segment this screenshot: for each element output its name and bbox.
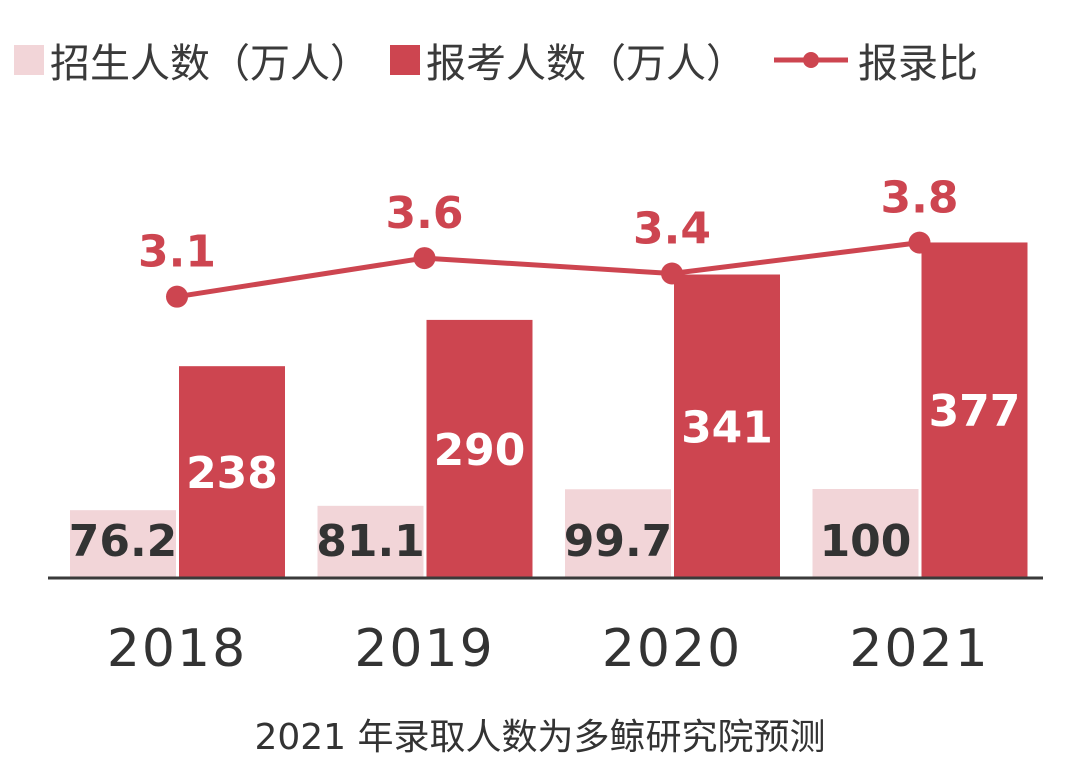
chart-caption: 2021 年录取人数为多鲸研究院预测 <box>254 717 826 758</box>
x-tick-label-2018: 2018 <box>107 619 247 679</box>
enrollment-bar-2020 <box>565 489 671 578</box>
ratio-point-2019 <box>413 247 436 270</box>
enrollment-label-2019: 81.1 <box>316 516 425 567</box>
enrollment-label-2020: 99.7 <box>564 516 673 567</box>
applicants-bar-2020 <box>674 274 780 578</box>
legend-item-applicants: 报考人数（万人） <box>390 31 746 89</box>
ratio-label-2021: 3.8 <box>881 173 959 224</box>
applicants-bar-2021 <box>921 242 1028 578</box>
chart-legend: 招生人数（万人） 报考人数（万人） 报录比 <box>14 31 978 89</box>
enrollment-bar-2021 <box>812 489 919 578</box>
ratio-label-2018: 3.1 <box>138 227 216 278</box>
ratio-point-2020 <box>661 262 683 285</box>
x-tick-label-2019: 2019 <box>354 619 494 679</box>
legend-label-ratio: 报录比 <box>858 41 978 87</box>
enrollment-label-2021: 100 <box>820 516 912 567</box>
ratio-line <box>176 240 920 300</box>
ratio-label-2020: 3.4 <box>633 204 711 255</box>
applicants-label-2020: 341 <box>681 402 773 453</box>
applicants-label-2018: 238 <box>186 448 278 499</box>
ratio-point-2018 <box>166 285 188 308</box>
legend-swatch-enrollment <box>14 45 44 75</box>
applicants-bar-2018 <box>179 366 285 578</box>
legend-label-enrollment: 招生人数（万人） <box>50 41 370 87</box>
enrollment-bar-2018 <box>70 510 176 578</box>
enrollment-label-2018: 76.2 <box>69 516 178 567</box>
legend-item-enrollment: 招生人数（万人） <box>14 31 370 89</box>
legend-swatch-applicants <box>390 45 420 75</box>
legend-item-ratio: 报录比 <box>774 31 978 89</box>
applicants-label-2021: 377 <box>929 386 1021 437</box>
x-tick-label-2021: 2021 <box>849 619 989 679</box>
applicants-label-2019: 290 <box>434 425 526 476</box>
x-tick-label-2020: 2020 <box>602 619 742 679</box>
applicants-bar-2019 <box>426 319 533 578</box>
ratio-point-2021 <box>908 231 931 254</box>
legend-swatch-ratio <box>774 52 848 68</box>
legend-label-applicants: 报考人数（万人） <box>426 41 746 87</box>
ratio-label-2019: 3.6 <box>386 188 464 239</box>
enrollment-bar-2019 <box>317 505 424 578</box>
